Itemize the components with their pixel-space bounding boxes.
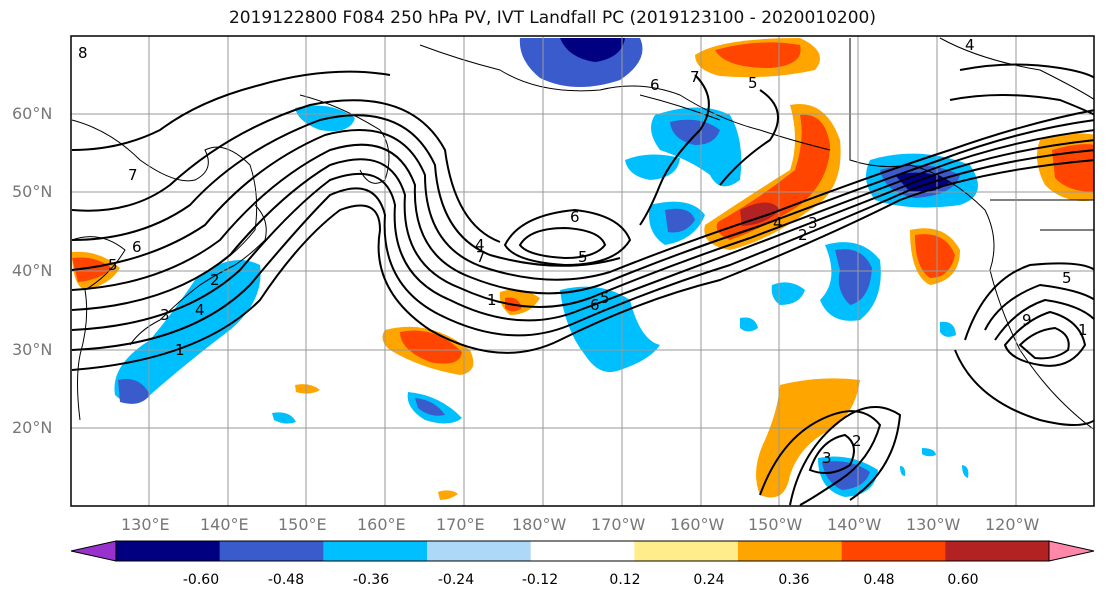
contour-label: 9 [1022,311,1032,329]
pv-shading [72,38,1094,500]
colorbar-tick: 0.48 [863,572,895,588]
contour-label: 8 [78,44,88,62]
lon-label: 160°E [357,515,406,534]
colorbar-segment [634,541,739,561]
contour-label: 2 [210,271,220,289]
colorbar-tick: -0.36 [352,572,390,588]
contour-label: 6 [132,238,142,256]
colorbar-tick: -0.60 [182,572,220,588]
lat-label: 60°N [12,104,53,123]
lon-label: 130°E [121,515,170,534]
lat-label: 40°N [12,261,53,280]
colorbar-segment [945,541,1050,561]
contour-label: 5 [578,248,588,266]
colorbar-segment [841,541,946,561]
lon-label: 150°E [278,515,327,534]
lat-label: 50°N [12,182,53,201]
colorbar-tick: -0.48 [267,572,305,588]
lon-label: 160°W [670,515,725,534]
contour-label: 1 [1078,321,1088,339]
contour-label: 5 [108,256,118,274]
contour-label: 7 [476,248,486,266]
lat-label: 30°N [12,340,53,359]
colorbar-tick: 0.24 [693,572,725,588]
colorbar-tick: -0.24 [437,572,475,588]
contour-label: 6 [590,296,600,314]
contour-label: 4 [965,36,975,54]
lon-label: 130°W [906,515,961,534]
contour-label: 6 [650,76,660,94]
contour-label: 4 [773,214,783,232]
map-frame [70,35,1095,507]
contour-label: 7 [690,68,700,86]
colorbar-segment [219,541,324,561]
contour-label: 4 [475,236,485,254]
colorbar-tick: -0.12 [521,572,559,588]
contour-label: 3 [822,449,832,467]
pv-contours [71,63,1094,506]
colorbar-segment [116,541,221,561]
coastlines [71,37,1094,430]
map-title: 2019122800 F084 250 hPa PV, IVT Landfall… [228,8,876,28]
contour-label: 4 [195,301,205,319]
contour-label: 7 [128,166,138,184]
contour-label: 5 [748,74,758,92]
contour-label: 3 [808,214,818,232]
contour-label: 6 [570,208,580,226]
colorbar-min-extend [70,540,117,562]
lon-label: 180°W [512,515,567,534]
colorbar-segment [427,541,532,561]
contour-label: 2 [852,432,862,450]
gridlines [71,36,1094,506]
lon-label: 140°E [200,515,249,534]
contour-label: 3 [160,306,170,324]
colorbar [70,540,1095,562]
contour-label: 1 [175,341,185,359]
lat-label: 20°N [12,418,53,437]
contour-labels: 8 7 6 5 4 3 2 1 6 5 4 7 1 6 5 3 2 4 5 6 … [78,36,1088,467]
colorbar-tick: 0.36 [778,572,810,588]
lon-label: 170°E [436,515,485,534]
colorbar-tick: 0.60 [947,572,979,588]
lon-label: 170°W [591,515,646,534]
colorbar-max-extend [1048,540,1095,562]
colorbar-segment [530,541,635,561]
contour-label: 2 [798,226,808,244]
contour-label: 5 [600,289,610,307]
colorbar-segment [323,541,428,561]
lon-label: 150°W [748,515,803,534]
lon-label: 120°W [985,515,1040,534]
contour-label: 1 [487,291,497,309]
lon-label: 140°W [827,515,882,534]
contour-label: 5 [1062,269,1072,287]
colorbar-tick: 0.12 [609,572,641,588]
colorbar-segment [738,541,843,561]
